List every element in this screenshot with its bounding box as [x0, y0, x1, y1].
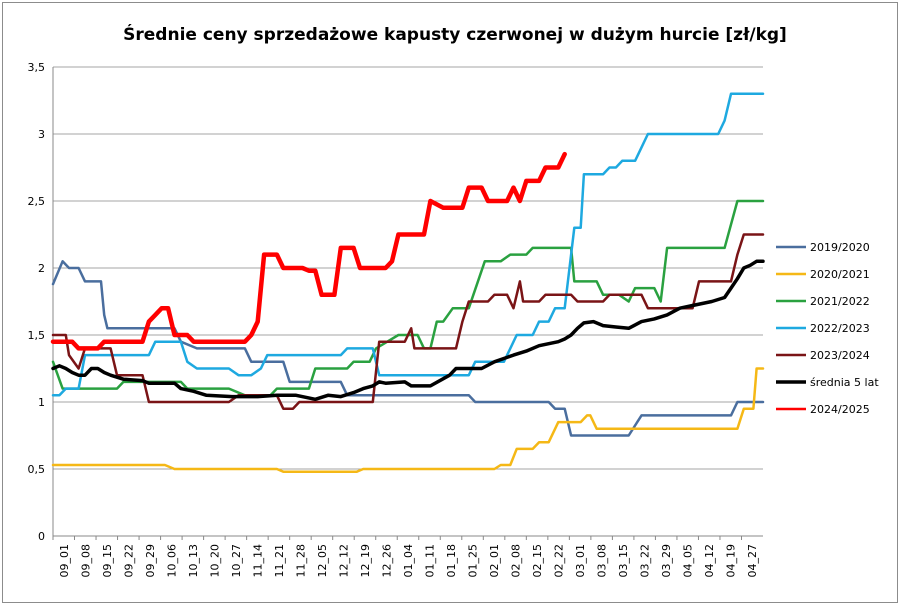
legend-label: średnia 5 lat: [810, 376, 879, 389]
x-tick-label: 04_12: [703, 544, 716, 578]
legend-label: 2024/2025: [810, 403, 870, 416]
x-tick-label: 04_27: [746, 544, 759, 578]
x-tick-label: 02_15: [531, 544, 544, 578]
x-tick-label: 09_01: [58, 544, 71, 578]
y-axis: 0 0,5 1 1,5 2 2,5 3 3,5: [28, 61, 46, 543]
y-tick-label: 0: [38, 530, 45, 543]
x-tick-label: 09_08: [79, 544, 92, 578]
series-lines: [50, 92, 765, 473]
y-tick-label: 2: [38, 262, 45, 275]
x-tick-label: 11_21: [273, 544, 286, 578]
x-tick-label: 10_27: [230, 544, 243, 578]
x-tick-label: 04_19: [725, 544, 738, 578]
x-axis: 09_01 09_08 09_15 09_22 09_29 10_06 10_13 10_20…: [52, 536, 759, 578]
x-tick-label: 02_01: [488, 544, 501, 578]
legend-label: 2020/2021: [810, 268, 870, 281]
x-tick-label: 10_13: [187, 544, 200, 578]
legend-label: 2021/2022: [810, 295, 870, 308]
series-line--rednia-5-lat: [51, 259, 765, 402]
x-tick-label: 02_22: [553, 544, 566, 578]
x-tick-label: 03_22: [639, 544, 652, 578]
series-line-2022-2023: [51, 92, 765, 397]
y-tick-label: 3: [38, 128, 45, 141]
x-tick-label: 10_06: [165, 544, 178, 578]
y-tick-label: 3,5: [28, 61, 46, 74]
y-tick-label: 2,5: [28, 195, 46, 208]
x-tick-label: 03_29: [660, 544, 673, 578]
series-line-2021-2022: [51, 199, 765, 397]
x-tick-label: 01_18: [445, 544, 458, 578]
legend-label: 2023/2024: [810, 349, 870, 362]
legend-label: 2019/2020: [810, 241, 870, 254]
x-tick-label: 12_19: [359, 544, 372, 578]
x-tick-label: 02_08: [510, 544, 523, 578]
x-tick-label: 03_01: [574, 544, 587, 578]
x-tick-label: 12_26: [380, 544, 393, 578]
series-line-2020-2021: [51, 367, 765, 473]
x-tick-label: 03_08: [596, 544, 609, 578]
x-tick-label: 09_15: [101, 544, 114, 578]
legend-label: 2022/2023: [810, 322, 870, 335]
x-tick-label: 09_29: [144, 544, 157, 578]
x-tick-label: 01_04: [402, 544, 415, 578]
chart-title: Średnie ceny sprzedażowe kapusty czerwon…: [123, 23, 787, 45]
x-tick-label: 11_14: [251, 544, 264, 578]
line-chart: Średnie ceny sprzedażowe kapusty czerwon…: [28, 23, 880, 578]
x-tick-label: 12_12: [337, 544, 350, 578]
x-tick-label: 12_05: [316, 544, 329, 578]
y-tick-label: 1,5: [28, 329, 46, 342]
x-tick-label: 10_20: [208, 544, 221, 578]
series-line-2023-2024: [51, 233, 765, 410]
x-tick-label: 04_05: [682, 544, 695, 578]
x-tick-label: 09_22: [122, 544, 135, 578]
legend: 2019/2020 2020/2021 2021/2022 2022/2023 2023…: [776, 241, 879, 416]
series-line-2024-2025: [50, 151, 567, 351]
y-tick-label: 0,5: [28, 463, 46, 476]
series-line-2019-2020: [51, 260, 765, 437]
x-tick-label: 11_28: [294, 544, 307, 578]
x-tick-label: 01_25: [467, 544, 480, 578]
x-tick-label: 03_15: [617, 544, 630, 578]
y-tick-label: 1: [38, 396, 45, 409]
x-tick-label: 01_11: [424, 544, 437, 578]
